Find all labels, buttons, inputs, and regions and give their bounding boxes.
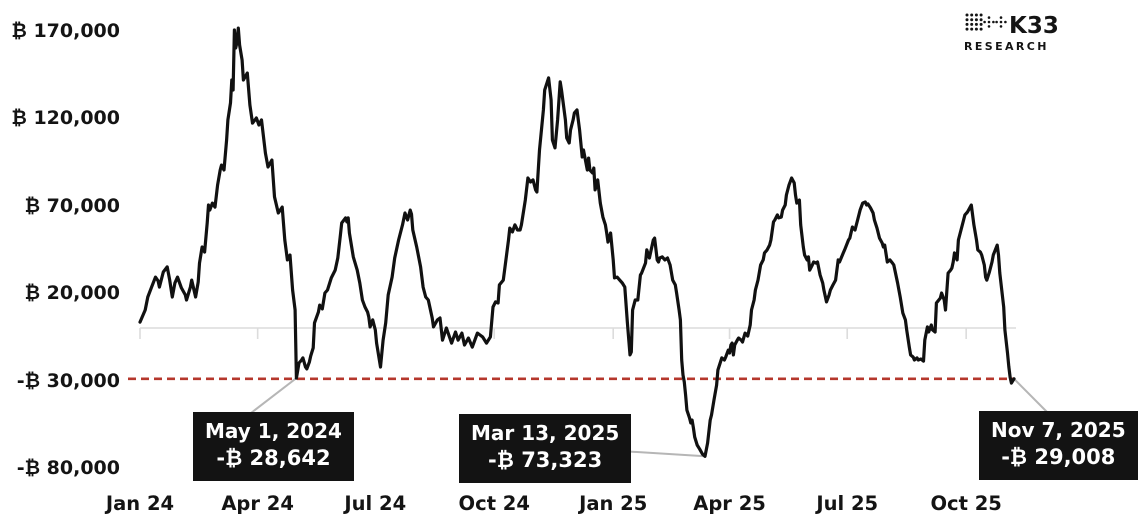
callout-value: -₿ 28,642 (216, 446, 331, 470)
y-axis-label: ₿ 120,000 (11, 107, 120, 129)
callout-value: -₿ 73,323 (488, 448, 603, 472)
callout-connector-line (250, 377, 298, 414)
k33-logo-dots-icon (965, 13, 1007, 31)
callout-nov-2025: Nov 7, 2025 -₿ 29,008 (979, 411, 1138, 481)
callout-connectors (250, 377, 1048, 458)
callout-connector-line (1013, 378, 1048, 413)
callout-date: Nov 7, 2025 (991, 418, 1126, 442)
x-axis-label: Jul 25 (816, 492, 879, 515)
x-axis-label: Jul 24 (344, 492, 407, 515)
x-axis-label: Oct 25 (930, 492, 1002, 515)
k33-research-logo: K33 RESEARCH (964, 13, 1059, 53)
callout-value: -₿ 29,008 (1001, 445, 1116, 469)
x-axis-ticks (139, 328, 967, 339)
y-axis-label: ₿ 170,000 (11, 19, 120, 42)
callout-date: Mar 13, 2025 (471, 421, 620, 445)
x-axis-label: Apr 24 (221, 492, 294, 515)
x-axis-label: Apr 25 (693, 492, 766, 515)
y-axis-label: ₿ 20,000 (24, 282, 120, 304)
callout-may-2024: May 1, 2024 -₿ 28,642 (193, 412, 354, 482)
callout-date: May 1, 2024 (205, 419, 342, 443)
research-logo-text: RESEARCH (964, 40, 1049, 53)
x-axis-label: Jan 24 (105, 492, 175, 515)
k33-logo-text: K33 (1009, 13, 1059, 39)
x-axis-label: Jan 25 (579, 492, 648, 515)
price-series-line (138, 26, 1016, 458)
y-axis-label: -₿ 80,000 (16, 457, 120, 479)
y-axis-label: ₿ 70,000 (24, 194, 120, 217)
y-axis-label: -₿ 30,000 (16, 369, 120, 392)
callout-mar-2025: Mar 13, 2025 -₿ 73,323 (459, 414, 632, 484)
x-axis-label: Oct 24 (458, 492, 530, 515)
